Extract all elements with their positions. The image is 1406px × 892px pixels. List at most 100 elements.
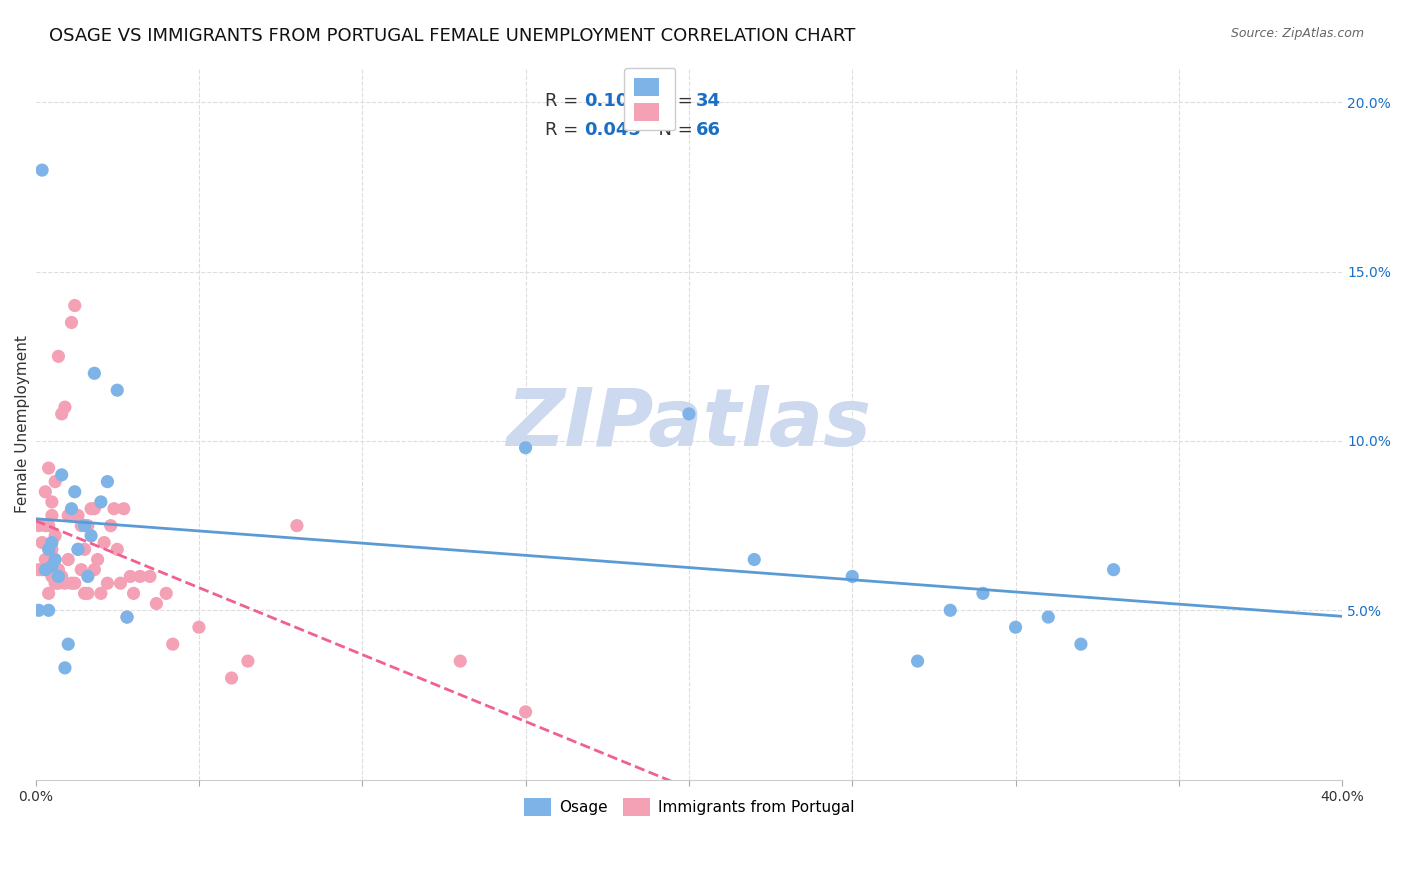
Point	[515, 441, 537, 455]
Point	[96, 475, 118, 489]
Point	[41, 508, 63, 523]
Point	[73, 586, 96, 600]
Text: 34: 34	[696, 92, 720, 110]
Text: ZIPatlas: ZIPatlas	[506, 385, 872, 463]
Point	[1102, 563, 1125, 577]
Point	[76, 586, 98, 600]
Point	[31, 535, 53, 549]
Point	[44, 576, 66, 591]
Point	[120, 569, 142, 583]
Point	[41, 535, 63, 549]
Point	[63, 576, 86, 591]
Point	[51, 467, 73, 482]
Point	[187, 620, 209, 634]
Text: N =: N =	[647, 121, 699, 139]
Point	[51, 569, 73, 583]
Point	[972, 586, 994, 600]
Point	[115, 610, 138, 624]
Point	[110, 576, 132, 591]
Point	[112, 501, 135, 516]
Point	[73, 518, 96, 533]
Point	[41, 542, 63, 557]
Point	[939, 603, 962, 617]
Point	[90, 495, 112, 509]
Point	[129, 569, 152, 583]
Point	[34, 484, 56, 499]
Point	[105, 542, 128, 557]
Point	[96, 576, 118, 591]
Point	[70, 518, 93, 533]
Point	[63, 484, 86, 499]
Point	[907, 654, 929, 668]
Point	[53, 576, 76, 591]
Point	[63, 299, 86, 313]
Point	[139, 569, 162, 583]
Point	[73, 542, 96, 557]
Point	[70, 563, 93, 577]
Text: OSAGE VS IMMIGRANTS FROM PORTUGAL FEMALE UNEMPLOYMENT CORRELATION CHART: OSAGE VS IMMIGRANTS FROM PORTUGAL FEMALE…	[49, 27, 856, 45]
Point	[93, 535, 115, 549]
Point	[58, 637, 80, 651]
Point	[44, 475, 66, 489]
Point	[742, 552, 765, 566]
Legend: Osage, Immigrants from Portugal: Osage, Immigrants from Portugal	[515, 789, 863, 825]
Point	[122, 586, 145, 600]
Point	[145, 597, 167, 611]
Point	[60, 316, 83, 330]
Point	[76, 569, 98, 583]
Text: R =: R =	[546, 121, 583, 139]
Point	[66, 542, 89, 557]
Text: 0.045: 0.045	[585, 121, 641, 139]
Point	[285, 518, 308, 533]
Point	[1038, 610, 1060, 624]
Point	[31, 563, 53, 577]
Y-axis label: Female Unemployment: Female Unemployment	[15, 335, 30, 513]
Point	[100, 518, 122, 533]
Point	[44, 529, 66, 543]
Point	[34, 552, 56, 566]
Point	[38, 603, 60, 617]
Text: R =: R =	[546, 92, 583, 110]
Point	[86, 552, 108, 566]
Point	[38, 518, 60, 533]
Point	[58, 508, 80, 523]
Point	[449, 654, 471, 668]
Point	[515, 705, 537, 719]
Point	[60, 576, 83, 591]
Point	[48, 569, 70, 583]
Point	[44, 563, 66, 577]
Point	[83, 563, 105, 577]
Point	[103, 501, 125, 516]
Point	[162, 637, 184, 651]
Point	[83, 501, 105, 516]
Point	[80, 529, 103, 543]
Point	[678, 407, 700, 421]
Point	[28, 518, 51, 533]
Point	[41, 559, 63, 574]
Point	[48, 563, 70, 577]
Point	[236, 654, 259, 668]
Point	[90, 586, 112, 600]
Text: 0.104: 0.104	[585, 92, 641, 110]
Point	[44, 552, 66, 566]
Point	[41, 495, 63, 509]
Point	[80, 501, 103, 516]
Text: 66: 66	[696, 121, 720, 139]
Point	[221, 671, 243, 685]
Point	[34, 563, 56, 577]
Point	[83, 366, 105, 380]
Point	[105, 383, 128, 397]
Point	[48, 576, 70, 591]
Point	[53, 661, 76, 675]
Point	[841, 569, 863, 583]
Point	[38, 461, 60, 475]
Point	[66, 542, 89, 557]
Point	[60, 501, 83, 516]
Point	[28, 603, 51, 617]
Point	[53, 400, 76, 414]
Point	[115, 610, 138, 624]
Point	[58, 552, 80, 566]
Point	[38, 552, 60, 566]
Text: Source: ZipAtlas.com: Source: ZipAtlas.com	[1230, 27, 1364, 40]
Point	[51, 407, 73, 421]
